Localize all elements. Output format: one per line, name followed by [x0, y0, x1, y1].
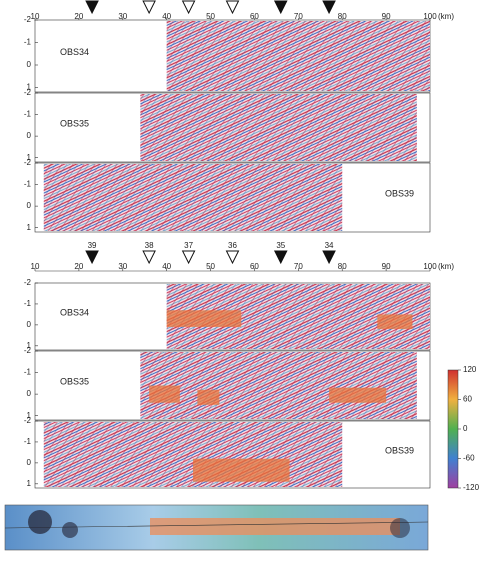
colorbar-label: 60: [463, 395, 472, 404]
y-tick-label: 0: [27, 60, 32, 69]
x-tick-label: 20: [74, 12, 83, 21]
station-triangle: [322, 250, 336, 265]
x-tick-label: 70: [294, 262, 303, 271]
record-texture: [140, 94, 417, 161]
station-label: 37: [184, 241, 193, 250]
x-tick-label: 10: [31, 12, 40, 21]
y-tick-label: 1: [27, 83, 32, 92]
station-label: 35: [276, 241, 285, 250]
y-tick-label: 1: [27, 341, 32, 350]
highlight: [197, 389, 220, 405]
y-tick-label: 0: [27, 458, 32, 467]
station-triangle: [181, 250, 196, 265]
x-tick-label: 90: [382, 12, 391, 21]
station-triangle: [85, 0, 99, 15]
record-texture: [140, 352, 417, 419]
y-tick-label: -1: [24, 299, 32, 308]
colorbar-label: -60: [463, 454, 475, 463]
panel-label: OBS35: [60, 118, 89, 128]
y-tick-label: -1: [24, 38, 32, 47]
x-tick-label: 80: [338, 12, 347, 21]
highlight: [377, 314, 413, 330]
highlight: [329, 387, 387, 403]
record-texture: [166, 21, 430, 91]
map-strip: [4, 504, 429, 551]
y-tick-label: 1: [27, 479, 32, 488]
station-triangle: [85, 250, 99, 265]
panel-label: OBS39: [385, 446, 414, 456]
y-tick-label: -2: [24, 416, 32, 425]
x-tick-label: 80: [338, 262, 347, 271]
station-triangle: [225, 0, 240, 15]
x-tick-label: 50: [206, 12, 215, 21]
y-tick-label: 0: [27, 389, 32, 398]
y-tick-label: -1: [24, 437, 32, 446]
station-label: 36: [228, 241, 237, 250]
x-tick-label: 30: [118, 12, 127, 21]
x-tick-label: 10: [31, 262, 40, 271]
x-tick-label: 100: [423, 262, 437, 271]
panel-label: OBS35: [60, 376, 89, 386]
x-tick-label: 20: [74, 262, 83, 271]
station-label: 39: [88, 241, 97, 250]
x-tick-label: 100: [423, 12, 437, 21]
station-triangle: [181, 0, 196, 15]
y-tick-label: 0: [27, 320, 32, 329]
colorbar-label: -120: [463, 483, 479, 492]
highlight: [193, 458, 290, 482]
colorbar: [447, 369, 459, 489]
y-tick-label: 1: [27, 411, 32, 420]
colorbar-label: 120: [463, 365, 477, 374]
colorbar-label: 0: [463, 424, 468, 433]
y-tick-label: -1: [24, 368, 32, 377]
x-unit: (km): [438, 262, 454, 271]
y-tick-label: -2: [24, 346, 32, 355]
x-tick-label: 30: [118, 262, 127, 271]
highlight: [149, 385, 180, 403]
station-label: 38: [145, 241, 154, 250]
y-tick-label: -2: [24, 158, 32, 167]
x-unit: (km): [438, 12, 454, 21]
station-triangle: [322, 0, 336, 15]
x-tick-label: 60: [250, 262, 259, 271]
y-tick-label: -1: [24, 110, 32, 119]
highlight: [166, 310, 242, 327]
x-tick-label: 60: [250, 12, 259, 21]
y-tick-label: -2: [24, 15, 32, 24]
station-triangle: [273, 0, 288, 15]
panel-label: OBS34: [60, 47, 89, 57]
x-tick-label: 40: [162, 12, 171, 21]
y-tick-label: -1: [24, 180, 32, 189]
panel-label: OBS39: [385, 188, 414, 198]
station-triangle: [273, 250, 288, 265]
x-tick-label: 70: [294, 12, 303, 21]
x-tick-label: 50: [206, 262, 215, 271]
record-texture: [43, 164, 343, 231]
y-tick-label: 0: [27, 201, 32, 210]
y-tick-label: -2: [24, 278, 32, 287]
station-triangle: [142, 250, 156, 265]
station-triangle: [142, 0, 156, 15]
y-tick-label: 1: [27, 223, 32, 232]
panel-label: OBS34: [60, 308, 89, 318]
station-label: 34: [325, 241, 334, 250]
x-tick-label: 40: [162, 262, 171, 271]
y-tick-label: -2: [24, 88, 32, 97]
x-tick-label: 90: [382, 262, 391, 271]
station-triangle: [225, 250, 240, 265]
y-tick-label: 1: [27, 153, 32, 162]
y-tick-label: 0: [27, 131, 32, 140]
